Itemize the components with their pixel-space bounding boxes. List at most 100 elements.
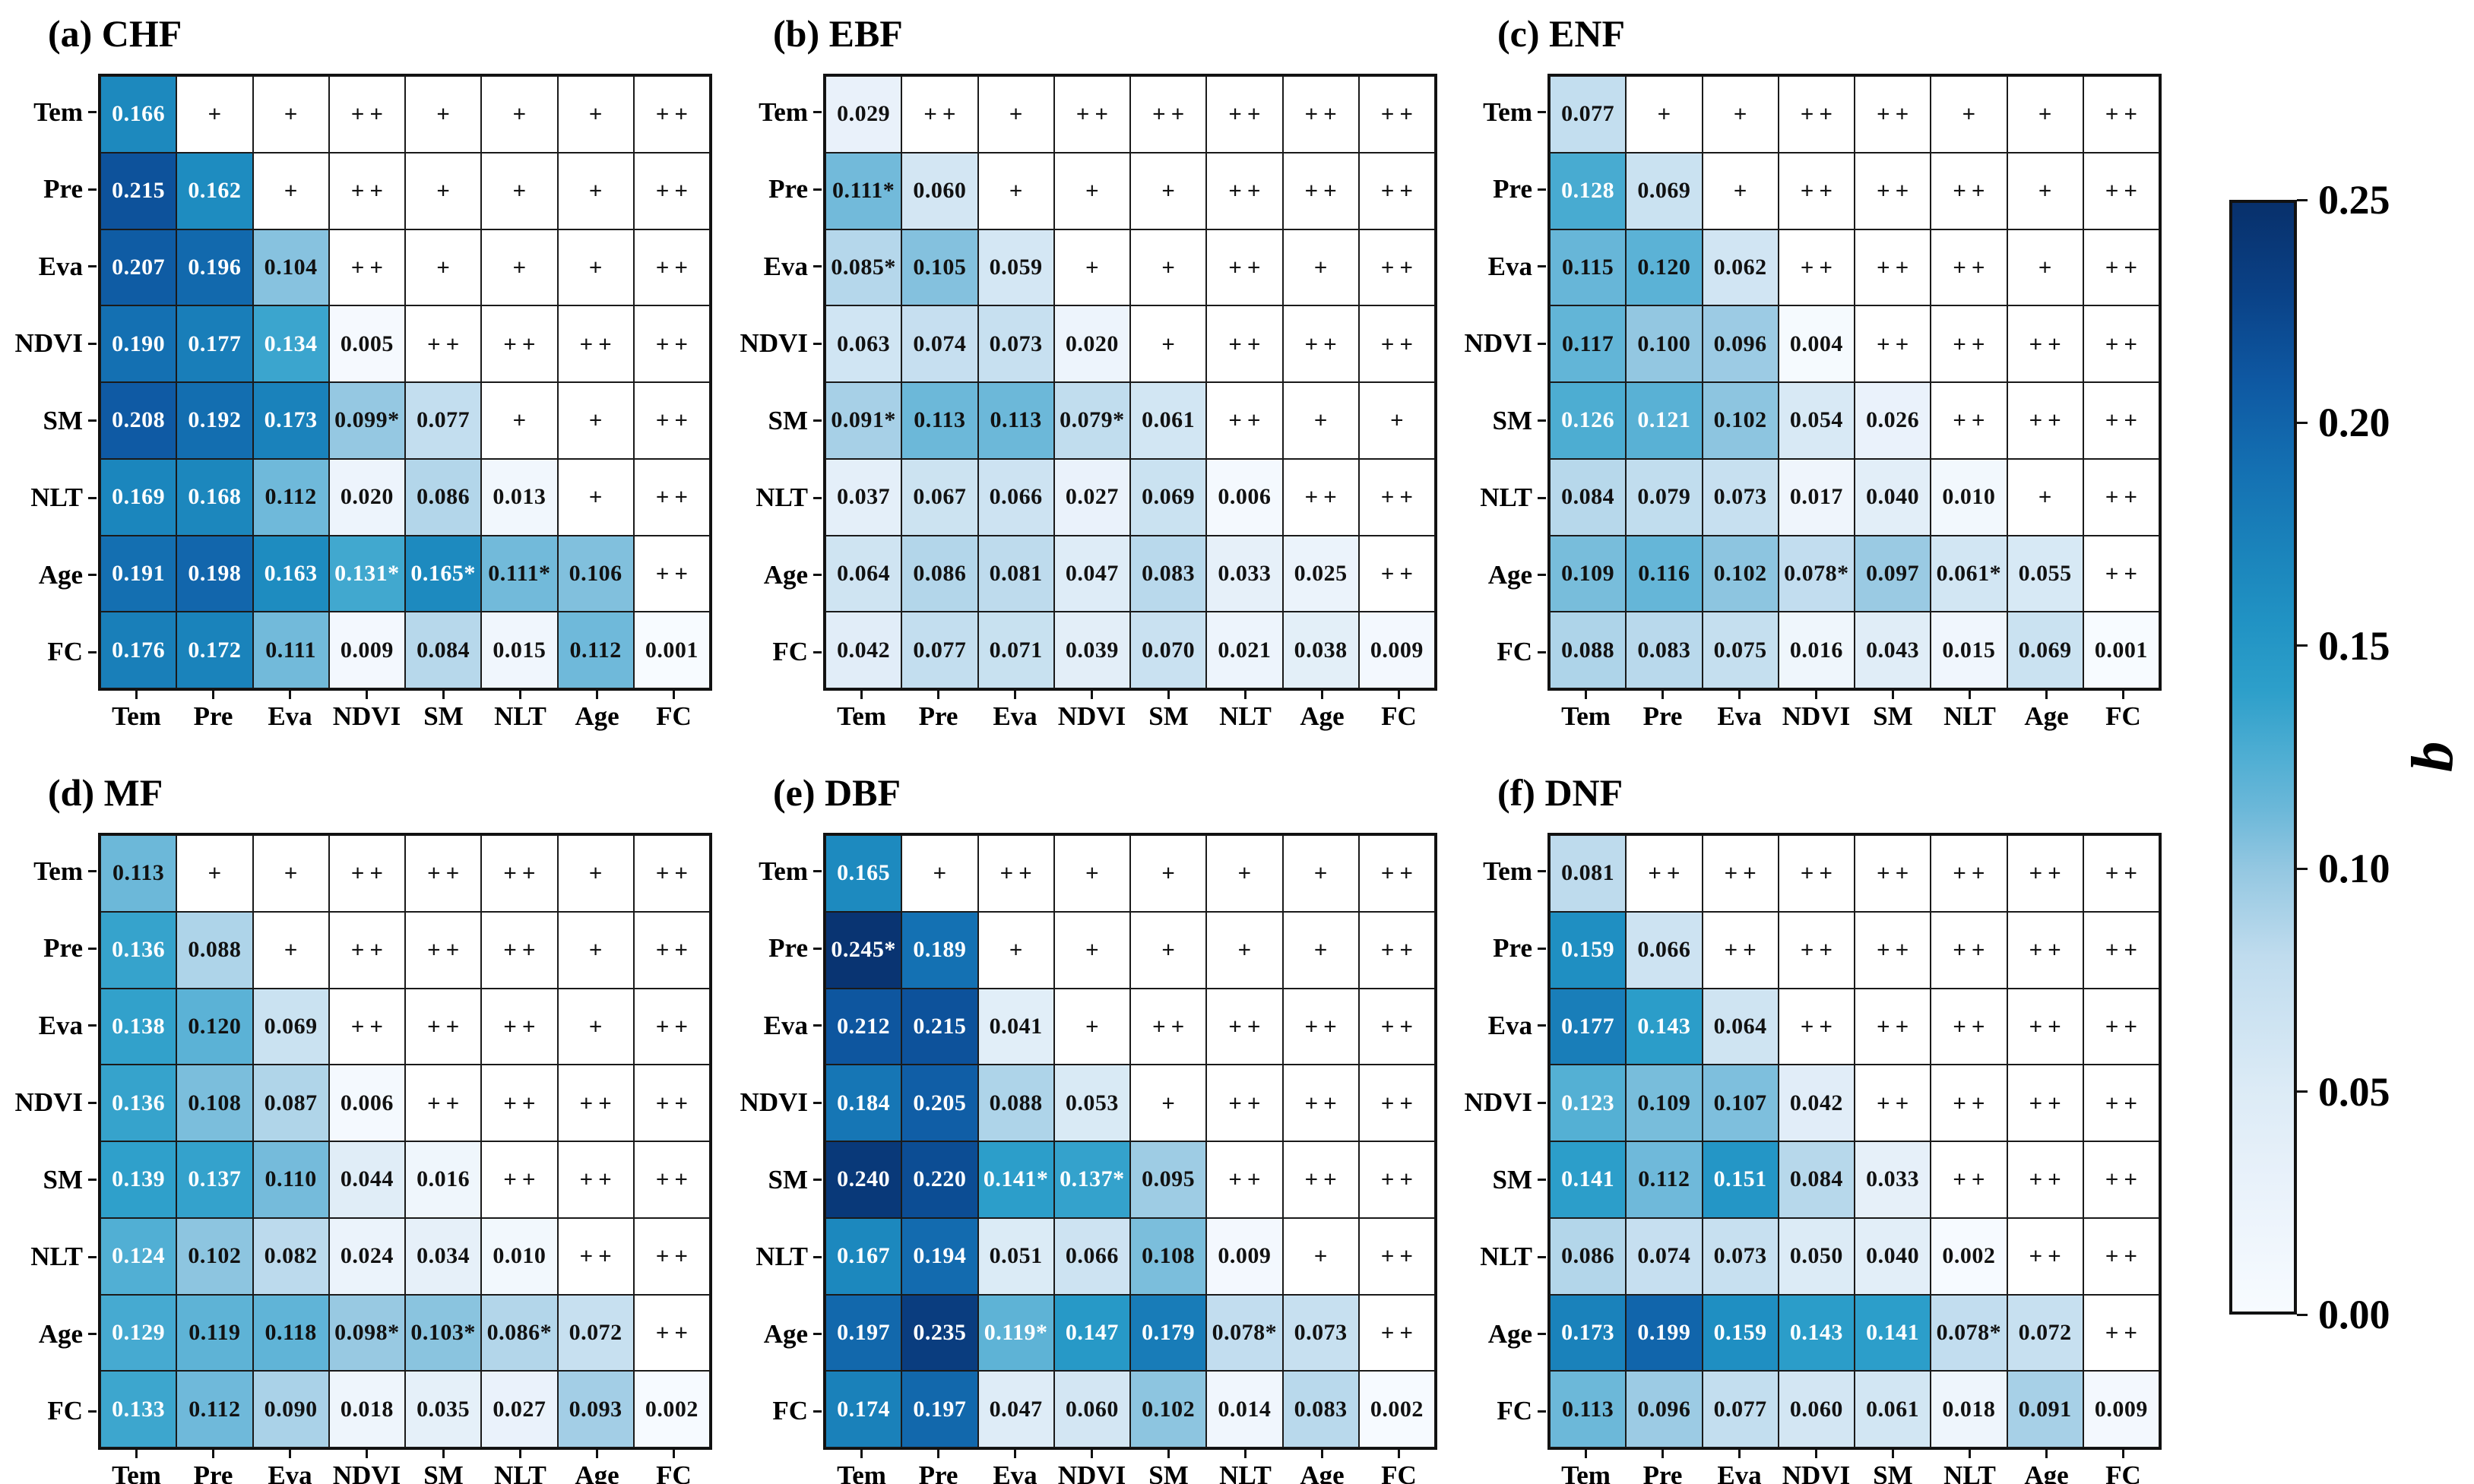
- axis-tick: [1661, 691, 1664, 699]
- significance-symbol-cell: +: [1130, 835, 1207, 912]
- significance-symbol-cell: ++: [1358, 835, 1435, 912]
- significance-symbol-cell: +: [1053, 229, 1130, 306]
- significance-symbol-cell: ++: [557, 1141, 634, 1218]
- axis-tick: [88, 342, 97, 345]
- q-value-cell: 0.113: [901, 382, 978, 459]
- significance-symbol-cell: ++: [1931, 911, 2007, 989]
- significance-symbol-cell: ++: [633, 229, 710, 306]
- axis-tick: [519, 691, 521, 699]
- axis-tick: [1538, 1410, 1546, 1413]
- q-value-cell: 0.205: [901, 1065, 978, 1141]
- significance-symbol-cell: +: [405, 229, 482, 306]
- axis-tick: [813, 574, 822, 577]
- axis-tick: [1014, 1450, 1016, 1458]
- axis-tick: [813, 870, 822, 873]
- q-value-cell: 0.196: [176, 229, 253, 306]
- q-value-cell: 0.137*: [1053, 1141, 1130, 1218]
- row-label: NDVI: [740, 328, 808, 359]
- q-value-cell: 0.099*: [328, 382, 405, 459]
- axis-tick: [212, 1450, 214, 1458]
- significance-symbol-cell: ++: [1358, 1294, 1435, 1372]
- significance-symbol-cell: ++: [481, 1065, 558, 1141]
- axis-tick: [88, 650, 97, 653]
- significance-symbol-cell: +: [557, 76, 634, 153]
- q-value-cell: 0.002: [633, 1371, 710, 1448]
- row-label: NDVI: [14, 328, 83, 359]
- q-value-cell: 0.079*: [1053, 382, 1130, 459]
- q-value-cell: 0.190: [100, 305, 177, 382]
- row-label: Tem: [759, 856, 808, 886]
- q-value-cell: 0.063: [825, 305, 902, 382]
- row-label: NLT: [756, 483, 808, 513]
- significance-symbol-cell: ++: [977, 835, 1054, 912]
- significance-symbol-cell: ++: [1931, 988, 2007, 1065]
- significance-symbol-cell: ++: [633, 76, 710, 153]
- q-value-cell: 0.027: [481, 1371, 558, 1448]
- significance-symbol-cell: ++: [1358, 152, 1435, 229]
- q-value-cell: 0.083: [1130, 535, 1207, 612]
- axis-tick: [1892, 691, 1894, 699]
- q-value-cell: 0.220: [901, 1141, 978, 1218]
- q-value-cell: 0.001: [2083, 612, 2159, 688]
- colorbar-tick-label: 0.10: [2318, 846, 2390, 892]
- significance-symbol-cell: +: [176, 835, 253, 912]
- q-value-cell: 0.024: [328, 1217, 405, 1295]
- axis-tick: [937, 691, 939, 699]
- q-value-cell: 0.069: [252, 988, 329, 1065]
- q-value-cell: 0.136: [100, 911, 177, 989]
- q-value-cell: 0.141: [1550, 1141, 1627, 1218]
- row-label: Eva: [763, 251, 808, 281]
- q-value-cell: 0.035: [405, 1371, 482, 1448]
- q-value-cell: 0.005: [328, 305, 405, 382]
- significance-symbol-cell: +: [405, 76, 482, 153]
- colorbar-label: q: [2410, 742, 2474, 773]
- row-label: FC: [772, 1396, 808, 1426]
- row-label: Eva: [1487, 1010, 1532, 1040]
- q-value-cell: 0.086: [405, 458, 482, 536]
- axis-tick: [442, 691, 445, 699]
- panel-title-f: (f) DNF: [1497, 771, 1623, 814]
- axis-tick: [1091, 1450, 1093, 1458]
- col-label: NLT: [494, 701, 546, 731]
- col-label: NLT: [1219, 701, 1272, 731]
- row-label: Age: [763, 559, 808, 590]
- significance-symbol-cell: ++: [1931, 305, 2007, 382]
- significance-symbol-cell: ++: [481, 911, 558, 989]
- heatmap-grid-f: 0.081 ++ ++ ++ ++ ++ ++ ++ 0.159 0.066 ++ ++ ++ ++ ++ +…: [1547, 833, 2162, 1450]
- q-value-cell: 0.042: [1778, 1065, 1855, 1141]
- q-value-cell: 0.199: [1626, 1294, 1703, 1372]
- q-value-cell: 0.194: [901, 1217, 978, 1295]
- q-value-cell: 0.053: [1053, 1065, 1130, 1141]
- heatmap-grid-b: 0.029 ++ + ++ ++ ++ ++ ++ 0.111* 0.060 + + + ++ ++ ++ 0.…: [823, 74, 1437, 691]
- significance-symbol-cell: +: [1931, 76, 2007, 153]
- significance-symbol-cell: ++: [1778, 835, 1855, 912]
- q-value-cell: 0.082: [252, 1217, 329, 1295]
- q-value-cell: 0.041: [977, 988, 1054, 1065]
- col-label: Age: [2024, 1460, 2069, 1484]
- col-label: Tem: [112, 701, 161, 731]
- q-value-cell: 0.102: [1702, 382, 1779, 459]
- q-value-cell: 0.117: [1550, 305, 1627, 382]
- significance-symbol-cell: ++: [2083, 1217, 2159, 1295]
- axis-tick: [673, 1450, 675, 1458]
- colorbar-tick: [2297, 421, 2308, 424]
- q-value-cell: 0.096: [1626, 1371, 1703, 1448]
- q-value-cell: 0.054: [1778, 382, 1855, 459]
- col-label: Age: [575, 1460, 619, 1484]
- col-label: NDVI: [332, 701, 401, 731]
- q-value-cell: 0.189: [901, 911, 978, 989]
- row-label: FC: [1497, 637, 1532, 667]
- row-label: NLT: [1480, 483, 1532, 513]
- axis-tick: [813, 1179, 822, 1182]
- significance-symbol-cell: ++: [633, 835, 710, 912]
- significance-symbol-cell: ++: [405, 1065, 482, 1141]
- col-label: FC: [1381, 1460, 1417, 1484]
- q-value-cell: 0.044: [328, 1141, 405, 1218]
- significance-symbol-cell: ++: [633, 1294, 710, 1372]
- q-value-cell: 0.021: [1206, 612, 1283, 688]
- axis-tick: [88, 1101, 97, 1104]
- q-value-cell: 0.110: [252, 1141, 329, 1218]
- col-label: FC: [656, 1460, 692, 1484]
- q-value-cell: 0.136: [100, 1065, 177, 1141]
